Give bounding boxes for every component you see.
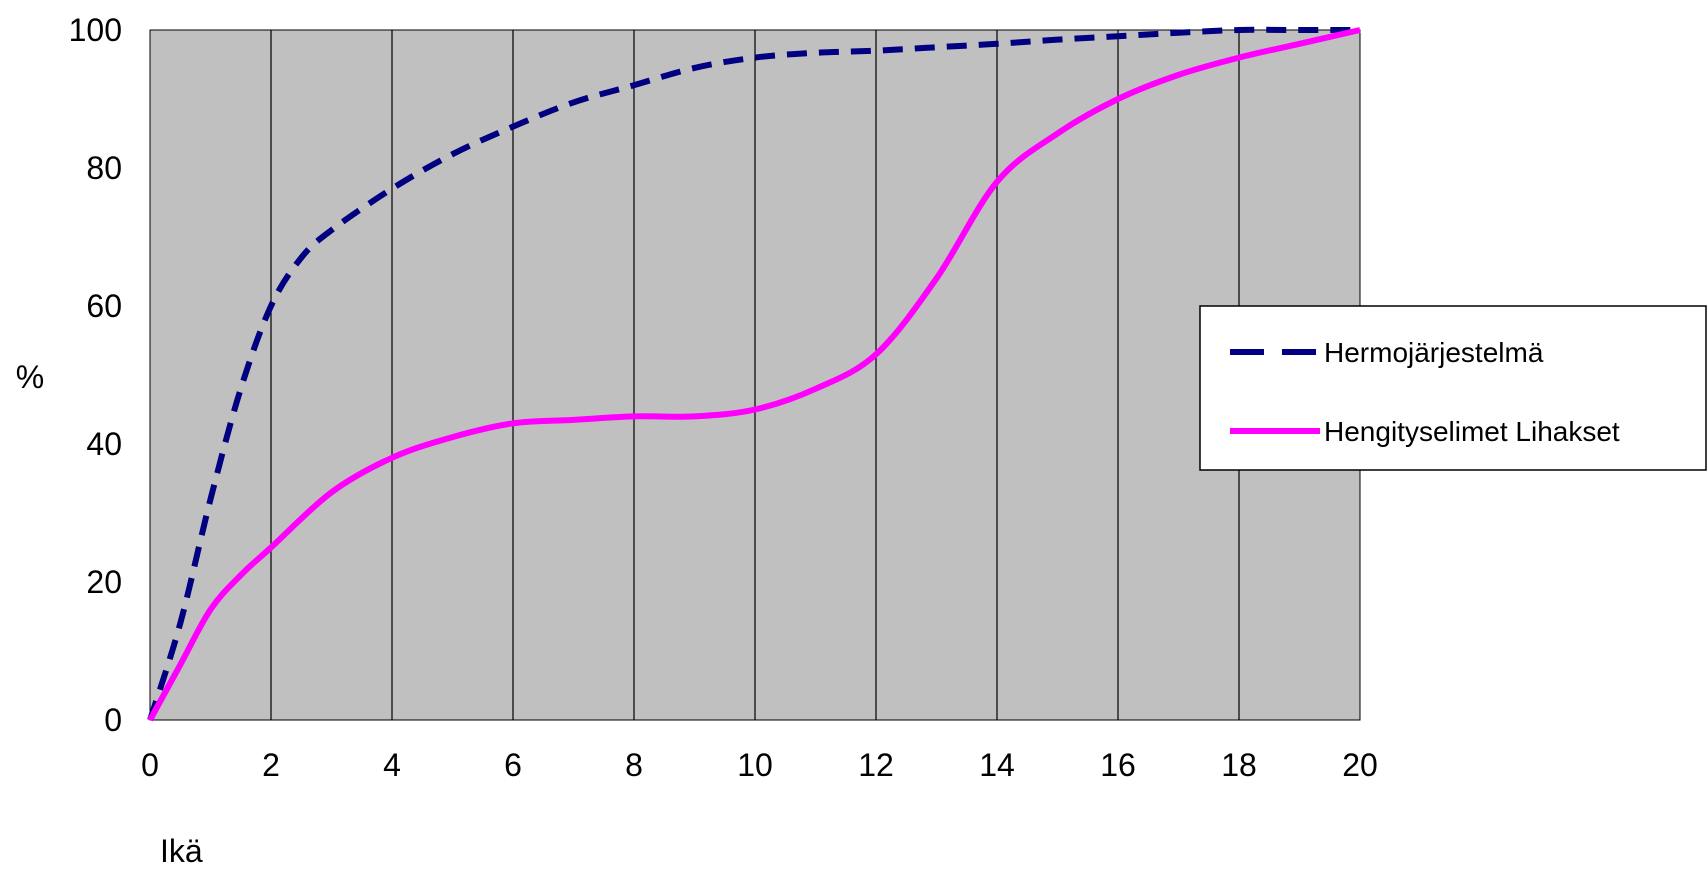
y-tick-label-20: 20 — [86, 564, 122, 600]
y-tick-label-60: 60 — [86, 288, 122, 324]
x-tick-label-12: 12 — [858, 747, 894, 783]
x-tick-label-4: 4 — [383, 747, 401, 783]
x-tick-labels: 0 2 4 6 8 10 12 14 16 18 20 — [141, 747, 1378, 783]
y-tick-label-0: 0 — [104, 702, 122, 738]
x-axis-title: Ikä — [160, 833, 203, 869]
y-tick-labels: 0 20 40 60 80 100 — [69, 12, 122, 738]
y-tick-label-100: 100 — [69, 12, 122, 48]
legend-box — [1199, 305, 1707, 471]
x-tick-label-16: 16 — [1100, 747, 1136, 783]
x-tick-label-10: 10 — [737, 747, 773, 783]
series-lines — [147, 26, 1361, 722]
x-tick-label-20: 20 — [1342, 747, 1378, 783]
x-tick-label-8: 8 — [625, 747, 643, 783]
series-line-hermojarjestelma — [147, 26, 1360, 721]
x-tick-label-0: 0 — [141, 747, 159, 783]
x-tick-label-2: 2 — [262, 747, 280, 783]
y-tick-label-40: 40 — [86, 426, 122, 462]
y-tick-label-80: 80 — [86, 150, 122, 186]
x-tick-label-18: 18 — [1221, 747, 1257, 783]
legend: Hermojärjestelmä Hengityselimet Lihakset — [1199, 305, 1707, 471]
y-axis-title: % — [16, 359, 44, 395]
legend-label-hengityselimet-lihakset: Hengityselimet Lihakset — [1324, 416, 1620, 447]
x-tick-label-14: 14 — [979, 747, 1015, 783]
legend-label-hermojarjestelma: Hermojärjestelmä — [1324, 337, 1544, 368]
series-line-hengityselimet-lihakset — [147, 27, 1361, 722]
x-tick-label-6: 6 — [504, 747, 522, 783]
